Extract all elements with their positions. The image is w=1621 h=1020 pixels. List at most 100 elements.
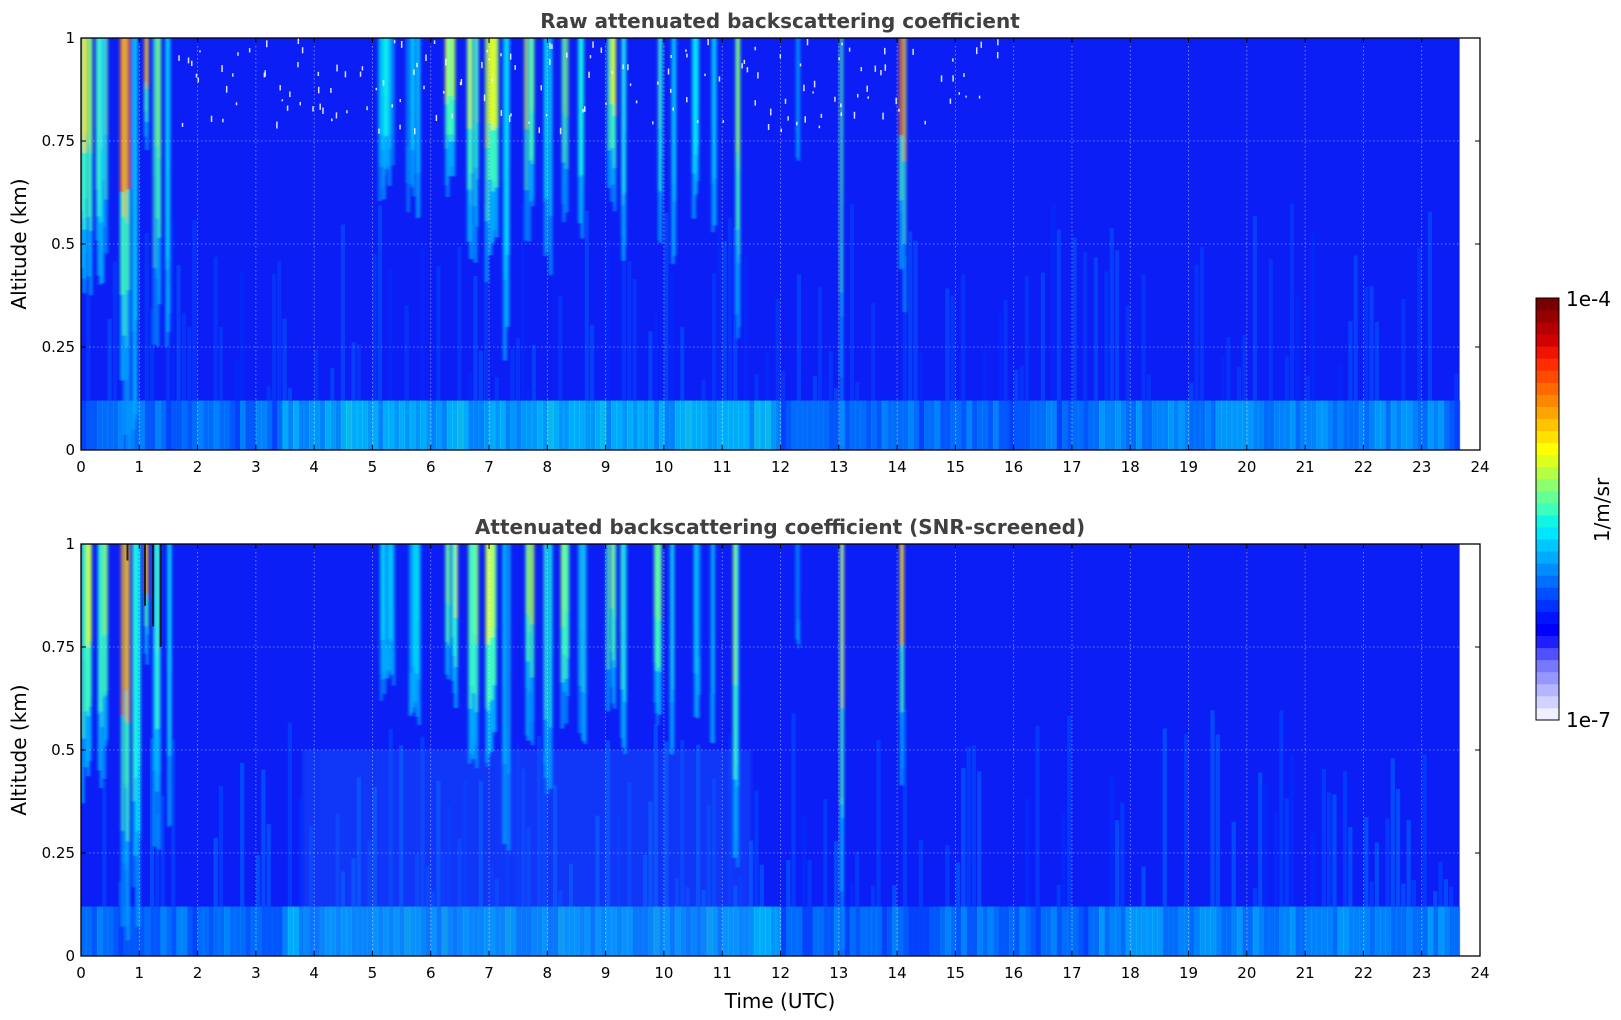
x-tick-label: 21 — [1296, 458, 1315, 476]
heatmap-cell — [886, 906, 893, 956]
heatmap-cell — [1199, 400, 1206, 450]
heatmap-cell — [1401, 400, 1408, 450]
heatmap-cell — [144, 232, 149, 401]
noise-speck — [718, 76, 721, 82]
heatmap-cell — [1284, 356, 1289, 401]
heatmap-cell — [245, 400, 252, 450]
heatmap-cell — [229, 400, 236, 450]
plume-streak — [670, 544, 674, 639]
heatmap-cell — [436, 265, 441, 401]
heatmap-cell — [871, 400, 877, 450]
heatmap-cell — [844, 906, 851, 956]
heatmap-cell — [1289, 753, 1295, 907]
heatmap-cell — [950, 906, 957, 956]
noise-speck — [393, 40, 396, 44]
heatmap-cell — [1358, 400, 1365, 450]
heatmap-cell — [266, 400, 273, 450]
heatmap-cell — [1337, 400, 1344, 450]
noise-speck — [540, 85, 543, 91]
heatmap-cell — [1104, 906, 1111, 956]
plume-streak — [623, 544, 627, 639]
heatmap-cell — [521, 203, 526, 401]
heatmap-cell — [998, 400, 1005, 450]
plume-streak — [89, 38, 93, 154]
heatmap-cell — [977, 400, 983, 450]
heatmap-cell — [1327, 792, 1332, 907]
x-tick-label: 22 — [1354, 964, 1373, 982]
heatmap-cell — [1040, 272, 1045, 401]
plume-streak — [127, 38, 130, 190]
heatmap-cell — [749, 906, 755, 956]
screened-mask — [126, 544, 129, 561]
heatmap-cell — [324, 400, 331, 450]
heatmap-cell — [107, 400, 114, 450]
x-tick-label: 14 — [888, 458, 907, 476]
heatmap-cell — [717, 400, 724, 450]
heatmap-cell — [1433, 400, 1439, 450]
heatmap-cell — [621, 226, 627, 401]
heatmap-cell — [945, 845, 950, 907]
plume-streak — [121, 544, 124, 717]
heatmap-cell — [96, 906, 103, 956]
heatmap-cell — [420, 248, 425, 401]
plume-streak — [446, 544, 449, 603]
heatmap-cell — [1083, 906, 1090, 956]
heatmap-cell — [261, 400, 268, 450]
noise-speck — [514, 65, 516, 70]
heatmap-cell — [1030, 906, 1037, 956]
plume-streak — [136, 544, 140, 717]
plume-streak — [710, 544, 713, 634]
heatmap-cell — [277, 906, 284, 956]
plume-streak — [449, 38, 452, 101]
heatmap-cell — [494, 400, 501, 450]
heatmap-cell — [1438, 400, 1445, 450]
colorbar-swatch — [1536, 394, 1559, 407]
heatmap-cell — [902, 256, 908, 401]
heatmap-cell — [934, 400, 941, 450]
heatmap-cell — [908, 400, 915, 450]
plume-streak — [697, 544, 701, 612]
colorbar-swatch — [1536, 563, 1559, 576]
plume-streak — [566, 38, 569, 117]
heatmap-cell — [1311, 233, 1316, 401]
heatmap-cell — [1040, 400, 1047, 450]
heatmap-cell — [765, 351, 770, 401]
heatmap-cell — [1390, 758, 1395, 907]
heatmap-cell — [680, 400, 687, 450]
plume-streak — [380, 544, 383, 615]
screened-mask — [143, 544, 146, 606]
heatmap-cell — [1374, 321, 1379, 401]
noise-speck — [299, 101, 301, 106]
plume-streak — [797, 38, 800, 94]
noise-speck — [707, 39, 709, 46]
heatmap-cell — [1417, 247, 1422, 401]
heatmap-cell — [118, 881, 123, 907]
heatmap-cell — [791, 906, 798, 956]
noise-speck — [538, 127, 541, 134]
heatmap-cell — [950, 295, 955, 401]
x-tick-label: 6 — [426, 458, 436, 476]
x-tick-label: 22 — [1354, 458, 1373, 476]
heatmap-cell — [123, 849, 128, 907]
heatmap-cell — [1443, 879, 1448, 907]
heatmap-cell — [961, 274, 966, 401]
heatmap-cell — [584, 210, 589, 401]
noise-speck — [767, 124, 770, 130]
heatmap-cell — [1300, 400, 1307, 450]
x-tick-label: 1 — [135, 964, 145, 982]
plume-streak — [490, 544, 494, 638]
heatmap-cell — [632, 278, 637, 401]
heatmap-cell — [340, 400, 347, 450]
heatmap-cell — [955, 906, 962, 956]
x-tick-label: 4 — [309, 458, 319, 476]
plume-streak — [488, 38, 492, 124]
heatmap-cell — [192, 400, 199, 450]
plume-streak — [487, 544, 491, 640]
heatmap-cell — [298, 906, 305, 956]
heatmap-cell — [1311, 906, 1318, 956]
plume-streak — [610, 38, 614, 105]
heatmap-cell — [1167, 906, 1174, 956]
plume-streak — [503, 544, 506, 676]
plume-streak — [87, 38, 91, 146]
heatmap-cell — [818, 400, 824, 450]
